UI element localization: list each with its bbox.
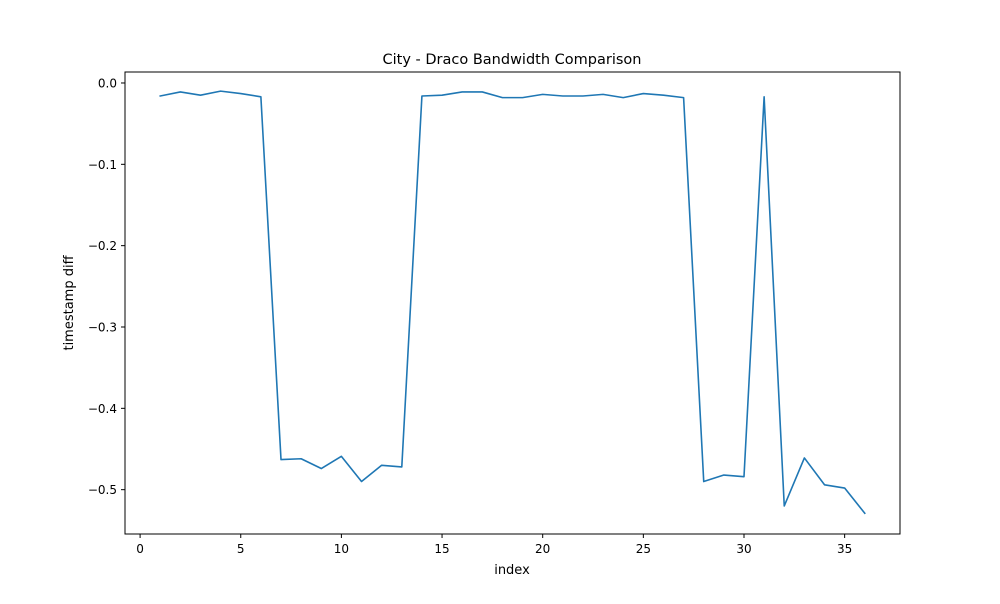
x-axis-label: index bbox=[494, 563, 530, 578]
y-tick-label: −0.4 bbox=[88, 402, 117, 416]
y-tick-label: −0.3 bbox=[88, 320, 117, 334]
y-tick-label: −0.5 bbox=[88, 483, 117, 497]
x-tick-label: 5 bbox=[237, 542, 245, 556]
series-line bbox=[160, 91, 865, 513]
x-tick-label: 30 bbox=[736, 542, 751, 556]
x-tick-label: 25 bbox=[636, 542, 651, 556]
y-tick-label: 0.0 bbox=[98, 76, 117, 90]
x-tick-label: 15 bbox=[434, 542, 449, 556]
y-tick-label: −0.2 bbox=[88, 239, 117, 253]
axes-frame bbox=[125, 72, 900, 534]
chart-title: City - Draco Bandwidth Comparison bbox=[383, 52, 642, 68]
y-axis: 0.0 −0.1 −0.2 −0.3 −0.4 −0.5 bbox=[88, 76, 125, 497]
x-tick-label: 10 bbox=[334, 542, 349, 556]
x-tick-label: 20 bbox=[535, 542, 550, 556]
y-axis-label: timestamp diff bbox=[62, 254, 77, 350]
y-tick-label: −0.1 bbox=[88, 158, 117, 172]
x-tick-label: 35 bbox=[837, 542, 852, 556]
x-axis: 0 5 10 15 20 25 30 35 bbox=[136, 534, 852, 556]
x-tick-label: 0 bbox=[136, 542, 144, 556]
plot-area bbox=[160, 91, 865, 513]
